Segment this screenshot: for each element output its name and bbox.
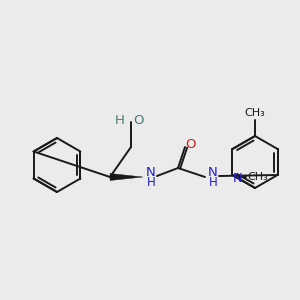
Text: H: H [208, 176, 217, 190]
Text: O: O [185, 137, 195, 151]
Polygon shape [110, 173, 143, 181]
Text: N: N [146, 167, 156, 179]
Text: N: N [232, 172, 242, 184]
Text: O: O [133, 113, 143, 127]
Text: H: H [115, 113, 125, 127]
Text: CH₃: CH₃ [247, 172, 268, 182]
Text: H: H [147, 176, 155, 190]
Text: N: N [208, 167, 218, 179]
Text: CH₃: CH₃ [244, 108, 266, 118]
